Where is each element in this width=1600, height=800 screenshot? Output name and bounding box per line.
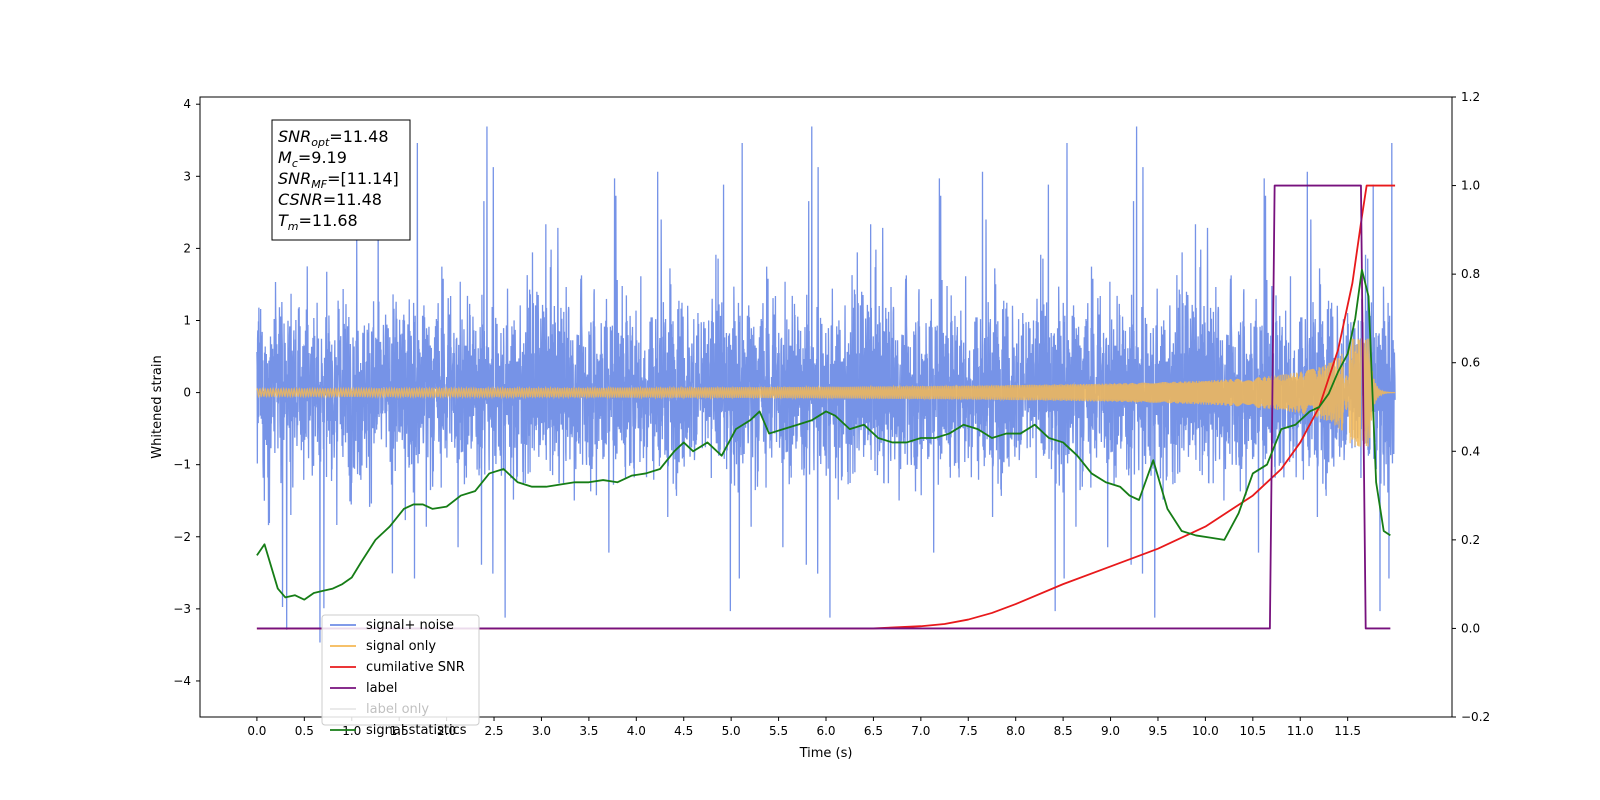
x-tick-label: 11.0 [1287,724,1314,738]
legend: signal+ noise signal only cumilative SNR la… [321,614,480,738]
annotation-value: =11.48 [323,190,382,209]
y-tick-label: 1 [183,313,191,327]
y-tick-label: 3 [183,169,191,183]
annotation-symbol: CSNR [278,190,323,209]
legend-label: label [366,681,397,696]
y-axis-label: Whitened strain [150,355,165,458]
y2-tick-label: 0.6 [1461,356,1480,370]
x-tick-label: 1.0 [342,724,361,738]
x-tick-label: 0.5 [295,724,314,738]
x-tick-label: 2.0 [437,724,456,738]
annotation-subscript: c [292,157,298,170]
annotation-symbol: M [278,148,292,167]
legend-label: signal statistics [366,723,467,738]
x-tick-label: 5.0 [722,724,741,738]
y2-tick-label: 1.0 [1461,179,1480,193]
annotation-subscript: m [288,220,299,233]
annotation-subscript: MF [311,178,327,191]
y-tick-label: 4 [183,97,191,111]
annotation-value: =9.19 [298,148,347,167]
x-tick-label: 4.0 [627,724,646,738]
annotation-subscript: opt [311,136,330,149]
x-tick-label: 9.5 [1148,724,1167,738]
y2-tick-label: 0.8 [1461,267,1480,281]
x-tick-label: 6.5 [864,724,883,738]
annotation-value: =11.48 [329,127,388,146]
x-tick-label: 5.5 [769,724,788,738]
x-tick-label: 8.0 [1006,724,1025,738]
annotation-line: Tm=11.68 [278,211,358,233]
x-tick-label: 7.5 [959,724,978,738]
y-tick-label: −1 [173,458,191,472]
x-tick-label: 4.5 [674,724,693,738]
y2-tick-label: 0.2 [1461,533,1480,547]
series-cumulative-snr [256,184,1396,630]
y2-tick-label: 0.4 [1461,444,1480,458]
x-tick-label: 1.5 [390,724,409,738]
annotation-line: Mc=9.19 [278,148,347,170]
y-tick-label: 0 [183,386,191,400]
series-signal-only [256,337,1396,447]
annotation-line: SNRopt=11.48 [278,127,389,149]
y2-tick-label: −0.2 [1461,710,1490,724]
annotation-symbol: T [278,211,289,230]
y2-tick-label: 1.2 [1461,90,1480,104]
x-tick-label: 9.0 [1101,724,1120,738]
x-tick-label: 7.0 [911,724,930,738]
annotation-value: =11.68 [299,211,358,230]
legend-label: cumilative SNR [366,660,465,675]
x-axis-label: Time (s) [799,746,853,761]
x-tick-label: 3.0 [532,724,551,738]
legend-label: signal+ noise [366,618,454,633]
y-tick-label: −3 [173,602,191,616]
x-tick-label: 11.5 [1334,724,1361,738]
series-signal-statistics [256,268,1391,601]
y-tick-label: 2 [183,241,191,255]
annotation-symbol: SNR [278,169,311,188]
x-tick-label: 3.5 [579,724,598,738]
y-tick-label: −4 [173,674,191,688]
y-tick-label: −2 [173,530,191,544]
x-tick-label: 10.0 [1192,724,1219,738]
annotation-value: =[11.14] [327,169,399,188]
legend-label: signal only [366,639,436,654]
series-label [256,184,1391,630]
x-tick-label: 8.5 [1054,724,1073,738]
legend-label: label only [366,702,429,717]
annotation-line: SNRMF=[11.14] [278,169,399,191]
x-tick-label: 10.5 [1239,724,1266,738]
x-tick-label: 6.0 [816,724,835,738]
annotation-line: CSNR=11.48 [278,190,382,209]
x-tick-label: 0.0 [247,724,266,738]
annotation-box: SNRopt=11.48Mc=9.19SNRMF=[11.14]CSNR=11.… [271,119,411,241]
y2-tick-label: 0.0 [1461,621,1480,635]
x-tick-label: 2.5 [484,724,503,738]
annotation-symbol: SNR [278,127,311,146]
